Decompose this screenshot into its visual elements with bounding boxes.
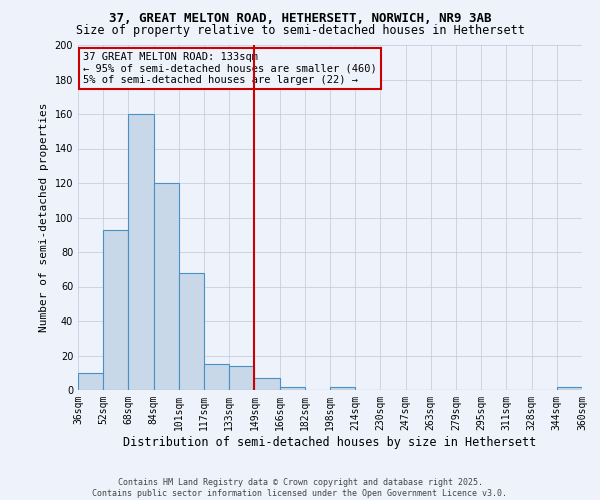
Text: 37 GREAT MELTON ROAD: 133sqm
← 95% of semi-detached houses are smaller (460)
5% : 37 GREAT MELTON ROAD: 133sqm ← 95% of se… <box>83 52 377 85</box>
Text: Size of property relative to semi-detached houses in Hethersett: Size of property relative to semi-detach… <box>76 24 524 37</box>
Bar <box>254 378 280 390</box>
Text: 37, GREAT MELTON ROAD, HETHERSETT, NORWICH, NR9 3AB: 37, GREAT MELTON ROAD, HETHERSETT, NORWI… <box>109 12 491 26</box>
Bar <box>204 364 229 390</box>
Bar <box>128 114 154 390</box>
Bar <box>154 183 179 390</box>
Bar <box>229 366 254 390</box>
Bar <box>78 373 103 390</box>
Y-axis label: Number of semi-detached properties: Number of semi-detached properties <box>39 103 49 332</box>
Bar <box>103 230 128 390</box>
Bar <box>179 272 204 390</box>
Bar <box>330 386 355 390</box>
Text: Contains HM Land Registry data © Crown copyright and database right 2025.
Contai: Contains HM Land Registry data © Crown c… <box>92 478 508 498</box>
Bar <box>557 386 582 390</box>
X-axis label: Distribution of semi-detached houses by size in Hethersett: Distribution of semi-detached houses by … <box>124 436 536 448</box>
Bar <box>280 386 305 390</box>
